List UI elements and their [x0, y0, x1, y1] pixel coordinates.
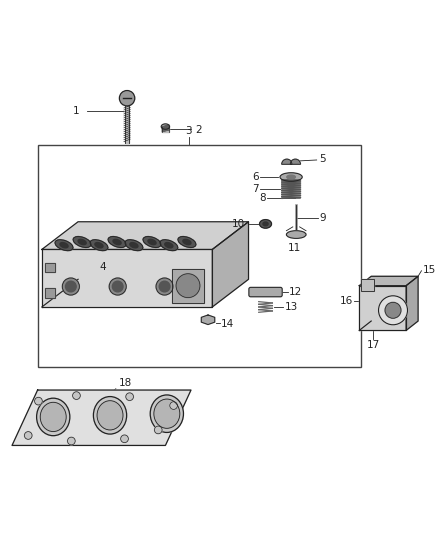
- Polygon shape: [359, 276, 418, 286]
- Ellipse shape: [97, 401, 123, 430]
- Polygon shape: [42, 249, 212, 307]
- Ellipse shape: [113, 281, 123, 292]
- Circle shape: [67, 437, 75, 445]
- Text: 9: 9: [320, 213, 326, 222]
- Ellipse shape: [287, 175, 295, 179]
- Polygon shape: [42, 222, 248, 249]
- Circle shape: [121, 435, 128, 442]
- Ellipse shape: [260, 220, 272, 228]
- Bar: [162, 126, 169, 132]
- Polygon shape: [406, 276, 418, 330]
- Ellipse shape: [95, 243, 103, 248]
- Text: 11: 11: [287, 243, 301, 253]
- Bar: [45, 288, 55, 297]
- Circle shape: [155, 426, 162, 434]
- Bar: [172, 269, 204, 303]
- Ellipse shape: [62, 278, 79, 295]
- Ellipse shape: [156, 278, 173, 295]
- Ellipse shape: [148, 239, 156, 245]
- Text: 5: 5: [319, 154, 325, 164]
- Circle shape: [170, 402, 177, 409]
- Text: 15: 15: [422, 265, 435, 275]
- Bar: [172, 269, 204, 303]
- Bar: [361, 279, 374, 291]
- Polygon shape: [212, 222, 248, 307]
- Ellipse shape: [150, 395, 184, 432]
- Ellipse shape: [154, 399, 180, 429]
- Text: 6: 6: [253, 172, 259, 182]
- Ellipse shape: [280, 173, 302, 181]
- Bar: [361, 279, 374, 291]
- Text: 16: 16: [339, 296, 353, 306]
- Polygon shape: [201, 315, 215, 325]
- Circle shape: [120, 91, 135, 106]
- Polygon shape: [359, 286, 406, 330]
- Ellipse shape: [40, 402, 66, 432]
- Text: 14: 14: [221, 319, 234, 329]
- Text: 8: 8: [259, 193, 265, 203]
- Wedge shape: [282, 159, 292, 164]
- Circle shape: [176, 274, 200, 297]
- Ellipse shape: [125, 240, 143, 251]
- Ellipse shape: [55, 240, 73, 251]
- Text: 3: 3: [186, 126, 192, 136]
- Text: 13: 13: [285, 302, 298, 312]
- Circle shape: [378, 296, 407, 325]
- Ellipse shape: [113, 239, 121, 245]
- Bar: [38, 145, 361, 367]
- Bar: [45, 263, 55, 272]
- Ellipse shape: [90, 240, 108, 251]
- Ellipse shape: [263, 222, 268, 226]
- Bar: [125, 106, 129, 143]
- Text: 7: 7: [253, 184, 259, 194]
- Text: 4: 4: [99, 262, 106, 271]
- Ellipse shape: [108, 237, 126, 247]
- Ellipse shape: [161, 124, 170, 130]
- Ellipse shape: [93, 397, 127, 434]
- Text: 12: 12: [289, 287, 302, 297]
- Circle shape: [126, 393, 134, 400]
- Circle shape: [385, 302, 401, 318]
- Polygon shape: [12, 390, 191, 446]
- Circle shape: [73, 392, 80, 399]
- Text: 10: 10: [232, 219, 245, 229]
- Ellipse shape: [286, 231, 306, 238]
- Ellipse shape: [143, 237, 161, 247]
- Circle shape: [25, 432, 32, 439]
- Ellipse shape: [73, 237, 91, 247]
- Text: 17: 17: [367, 340, 380, 350]
- Circle shape: [35, 397, 42, 405]
- Ellipse shape: [178, 237, 196, 247]
- Ellipse shape: [109, 278, 126, 295]
- Ellipse shape: [60, 243, 68, 248]
- Ellipse shape: [159, 281, 170, 292]
- Ellipse shape: [66, 281, 76, 292]
- Text: 2: 2: [195, 125, 202, 135]
- FancyBboxPatch shape: [249, 287, 282, 297]
- Ellipse shape: [78, 239, 86, 245]
- Ellipse shape: [183, 239, 191, 245]
- Ellipse shape: [37, 398, 70, 435]
- Bar: [45, 288, 55, 297]
- Bar: [45, 263, 55, 272]
- Wedge shape: [290, 159, 300, 164]
- Ellipse shape: [130, 243, 138, 248]
- Text: 1: 1: [73, 106, 79, 116]
- Text: 18: 18: [119, 378, 132, 388]
- Ellipse shape: [160, 240, 178, 251]
- Ellipse shape: [165, 243, 173, 248]
